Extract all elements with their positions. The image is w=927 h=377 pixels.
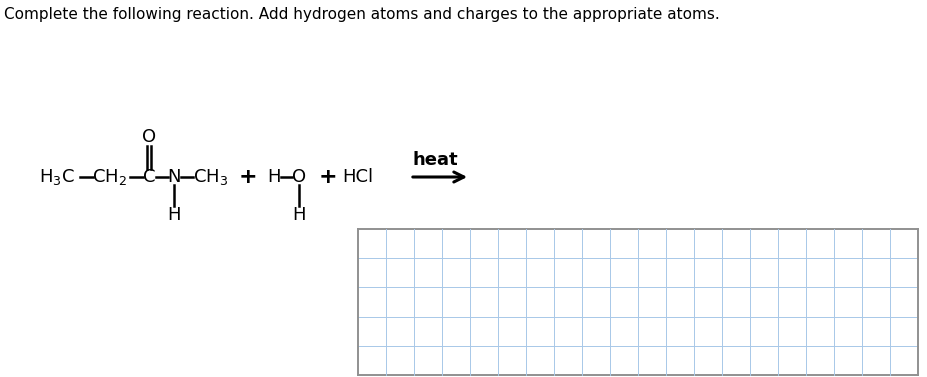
Text: O: O [142,128,156,146]
Text: H$_3$C: H$_3$C [39,167,75,187]
Text: +: + [238,167,258,187]
Text: heat: heat [413,151,458,169]
Text: H: H [292,206,306,224]
Text: Complete the following reaction. Add hydrogen atoms and charges to the appropria: Complete the following reaction. Add hyd… [4,7,719,22]
Text: H: H [267,168,281,186]
Text: H: H [167,206,181,224]
Text: CH$_2$: CH$_2$ [93,167,128,187]
Text: N: N [167,168,181,186]
Text: C: C [143,168,155,186]
Text: +: + [319,167,337,187]
Text: O: O [292,168,306,186]
Text: HCl: HCl [342,168,374,186]
Text: CH$_3$: CH$_3$ [194,167,229,187]
